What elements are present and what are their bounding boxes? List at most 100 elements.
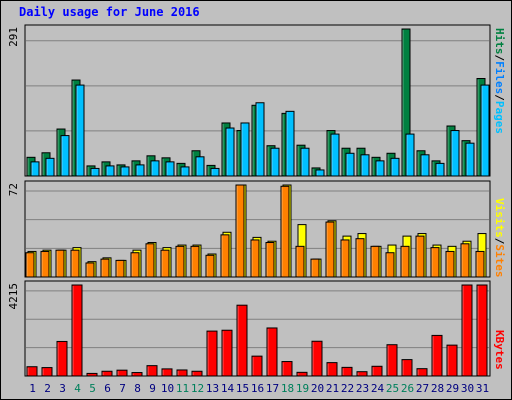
bar-sites [340,239,350,278]
bar-kbytes [176,369,188,377]
x-tick-label: 11 [176,382,189,395]
x-tick-label: 24 [371,382,385,395]
bar-sites [430,247,440,278]
bar-sites [235,184,245,278]
bar-kbytes [416,368,428,377]
bar-kbytes [56,340,68,377]
legend-visits: Visits [493,198,506,238]
bar-pages [375,160,385,177]
bar-sites [325,221,335,278]
bar-pages [105,165,115,177]
bar-sites [385,252,395,278]
bar-sites [190,245,200,278]
bar-kbytes [71,284,83,377]
x-tick-label: 20 [311,382,324,395]
x-tick-label: 26 [401,382,414,395]
bar-pages [270,147,280,177]
bar-kbytes [26,366,38,377]
bar-sites [205,254,215,278]
bar-sites [265,242,275,278]
bar-kbytes [116,369,128,377]
bar-pages [465,142,475,177]
bar-kbytes [281,361,293,377]
legend-hits: Hits [493,28,506,55]
bar-kbytes [356,371,368,377]
bar-sites [40,250,50,278]
bar-pages [315,169,325,177]
bar-sites [415,235,425,278]
x-tick-label: 6 [104,382,111,395]
bar-sites [115,259,125,278]
x-tick-label: 27 [416,382,429,395]
x-tick-label: 21 [326,382,339,395]
bar-kbytes [326,362,338,377]
legend-files: Files [493,61,506,94]
bar-pages [255,102,265,177]
bar-pages [195,156,205,177]
bar-pages [150,160,160,177]
bar-sites [70,249,80,278]
bar-pages [60,135,70,177]
y-max-label: 291 [7,27,20,47]
bar-pages [210,167,220,177]
x-tick-label: 10 [161,382,174,395]
bar-sites [250,239,260,278]
legend-top: Hits/Files/Pages [493,28,506,134]
x-tick-label: 7 [119,382,126,395]
legend-kbytes: KBytes [493,330,506,370]
bar-sites [130,252,140,278]
x-tick-label: 30 [461,382,474,395]
bar-sites [445,250,455,278]
x-tick-label: 18 [281,382,294,395]
x-tick-label: 22 [341,382,354,395]
bar-pages [165,161,175,177]
x-tick-label: 25 [386,382,399,395]
bar-pages [450,130,460,177]
bar-sites [370,245,380,278]
bar-kbytes [41,367,53,377]
bar-kbytes [401,359,413,377]
bar-sites [460,243,470,278]
x-tick-label: 8 [134,382,141,395]
x-tick-label: 12 [191,382,204,395]
bar-kbytes [431,334,443,377]
bar-pages [30,161,40,177]
x-tick-label: 2 [44,382,51,395]
bar-kbytes [221,329,233,377]
x-tick-label: 19 [296,382,309,395]
x-tick-label: 3 [59,382,66,395]
bar-sites [280,185,290,278]
x-tick-label: 5 [89,382,96,395]
legend-pages: Pages [493,101,506,134]
bar-sites [55,249,65,278]
bar-pages [240,122,250,177]
x-tick-label: 9 [149,382,156,395]
legend-sep: / [493,238,506,245]
bar-pages [180,166,190,177]
bar-pages [330,133,340,177]
bar-sites [310,258,320,278]
bar-pages [45,157,55,177]
bar-pages [300,147,310,177]
x-tick-label: 17 [266,382,279,395]
bar-kbytes [386,344,398,377]
x-tick-label: 15 [236,382,249,395]
bar-pages [420,154,430,177]
x-tick-label: 31 [476,382,489,395]
bar-kbytes [206,330,218,377]
bar-sites [220,234,230,278]
x-tick-label: 28 [431,382,444,395]
bar-pages [345,152,355,177]
bar-pages [285,110,295,177]
bar-pages [435,162,445,177]
x-tick-label: 13 [206,382,219,395]
legend-sites: Sites [493,244,506,277]
bar-pages [120,166,130,177]
bar-kbytes [311,340,323,377]
legend-sep: / [493,94,506,101]
bar-kbytes [131,372,143,377]
bar-pages [75,84,85,177]
bar-pages [90,167,100,177]
bar-kbytes [86,372,98,377]
